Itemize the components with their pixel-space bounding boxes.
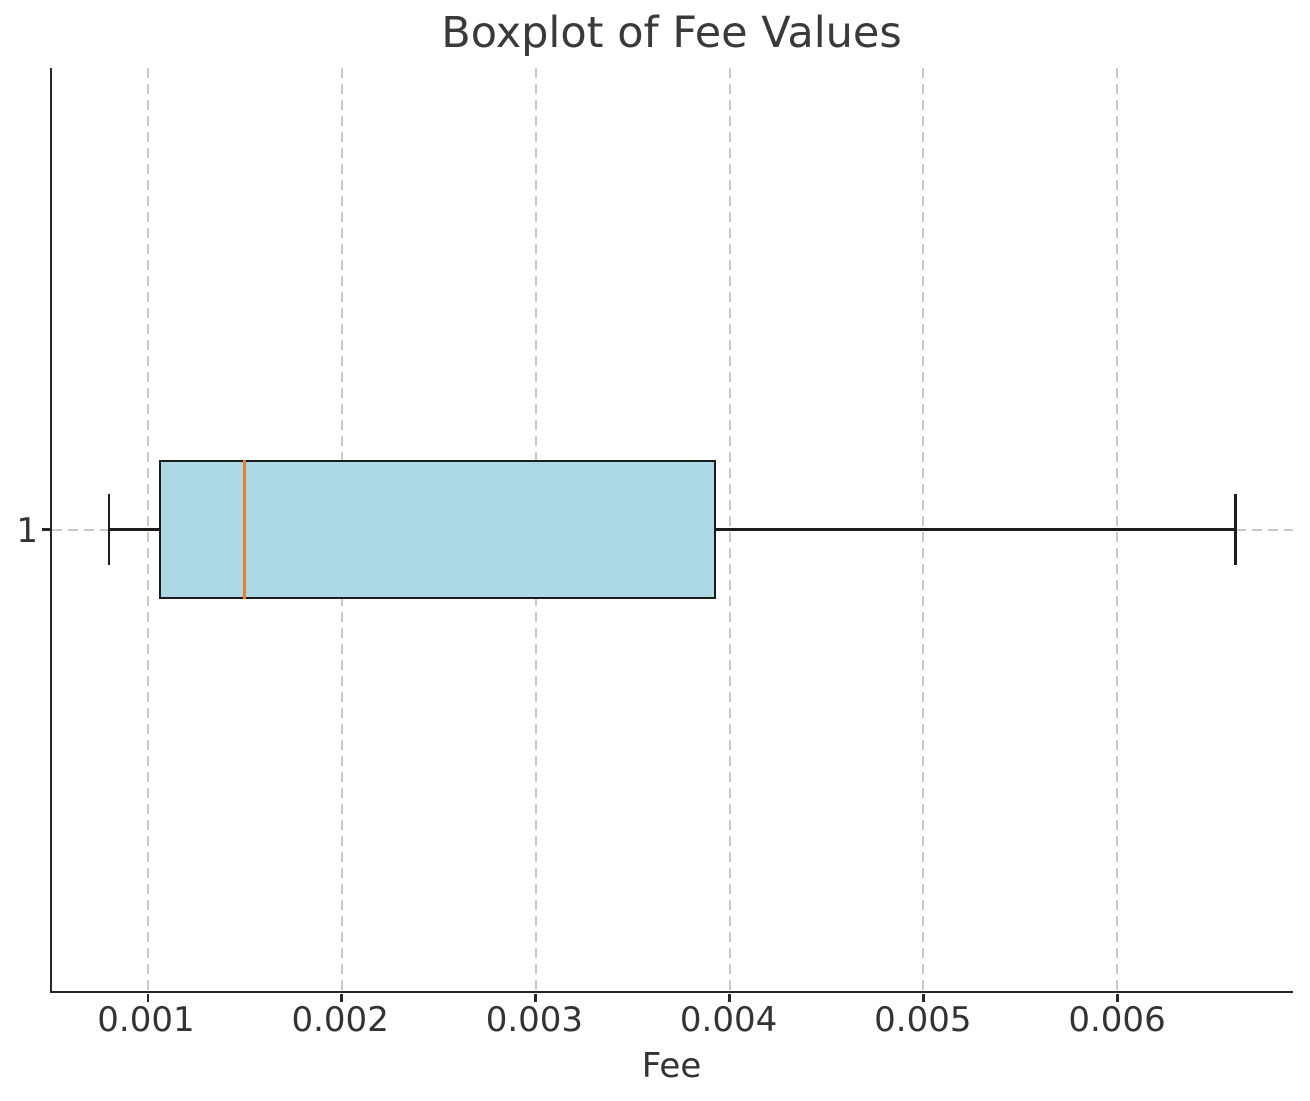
x-tick-label: 0.004 <box>679 1000 778 1040</box>
y-tick-mark <box>41 528 50 531</box>
x-tick-mark <box>534 993 537 1002</box>
lower-whisker-line <box>109 528 160 531</box>
chart-title: Boxplot of Fee Values <box>441 8 902 58</box>
x-tick-label: 0.003 <box>485 1000 584 1040</box>
y-tick-label: 1 <box>16 511 38 551</box>
x-tick-mark <box>728 993 731 1002</box>
x-tick-label: 0.001 <box>97 1000 195 1040</box>
x-tick-mark <box>340 993 343 1002</box>
x-tick-mark <box>1116 993 1119 1002</box>
whisker-cap-high <box>1234 493 1237 566</box>
whisker-cap-low <box>107 493 111 566</box>
upper-whisker-line <box>715 528 1236 531</box>
x-tick-mark <box>146 993 150 1002</box>
iqr-box <box>159 460 716 599</box>
x-tick-mark <box>922 993 925 1002</box>
plot-area <box>41 68 1293 1002</box>
x-tick-label: 0.006 <box>1068 1000 1166 1040</box>
x-tick-label: 0.002 <box>291 1000 389 1040</box>
median-line <box>242 460 247 599</box>
x-axis-label: Fee <box>641 1046 702 1086</box>
x-tick-label: 0.005 <box>874 1000 972 1040</box>
x-axis-tick-labels: 0.001 0.002 0.003 0.004 0.005 0.006 <box>50 1000 1293 1044</box>
